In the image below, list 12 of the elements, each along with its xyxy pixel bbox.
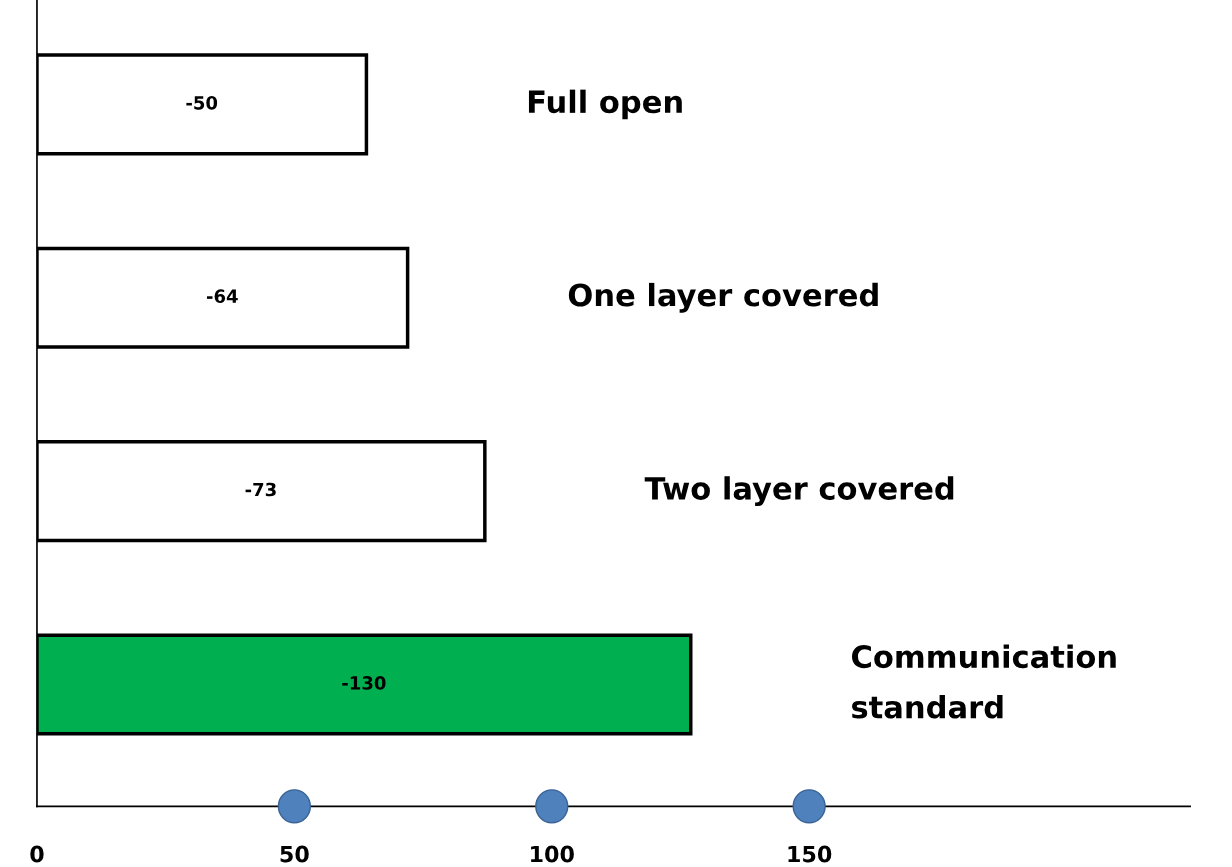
annotation: -64	[206, 289, 238, 304]
y-tick-label: Communication standard	[852, 644, 1116, 719]
x-tick-label: 50	[280, 845, 309, 863]
x-tick-label: 0	[30, 845, 44, 863]
y-tick-label: Full open	[528, 89, 682, 120]
y-tick-label: Two layer covered	[644, 476, 954, 507]
y-tick-label: One layer covered	[568, 282, 878, 313]
annotation: -130	[342, 676, 386, 690]
annotation: -50	[186, 96, 218, 110]
x-tick-label: 150	[788, 845, 832, 863]
x-tick-label: 100	[531, 845, 574, 863]
annotation: -73	[245, 482, 276, 497]
